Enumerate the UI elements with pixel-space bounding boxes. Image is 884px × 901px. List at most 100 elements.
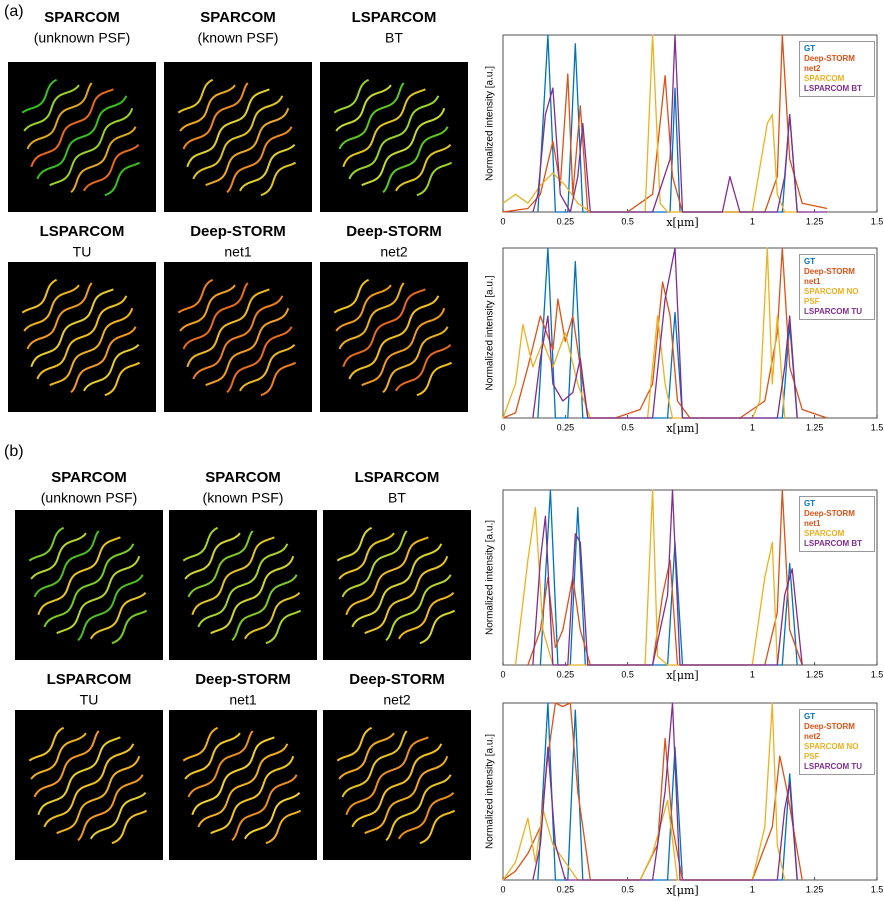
data-line: [502, 702, 786, 881]
filament: [338, 82, 405, 150]
microscopy-image: [320, 262, 468, 412]
image-subtitle: BT: [385, 30, 403, 46]
filament: [244, 591, 301, 640]
microscopy-image: [169, 710, 317, 860]
y-axis-label: Normalized intensity [a.u.]: [485, 520, 496, 635]
x-tick-label: 1.25: [806, 422, 824, 432]
filament: [111, 609, 148, 645]
legend-entry: LSPARCOM TU: [804, 307, 863, 316]
filament: [210, 555, 295, 635]
image-title: SPARCOM: [51, 469, 127, 486]
filament: [23, 84, 80, 132]
legend: GT Deep-STORM net2 SPARCOM NO PSF LSPARCOM …: [799, 709, 875, 775]
filament: [338, 282, 405, 350]
panel-label: (b): [4, 443, 24, 460]
filament: [341, 730, 408, 798]
filament: [395, 343, 452, 392]
filament: [336, 726, 373, 762]
filament: [364, 555, 449, 635]
image-title: Deep-STORM: [349, 671, 445, 688]
x-axis-label: x[μm]: [666, 422, 698, 435]
x-tick-label: 0.5: [621, 884, 634, 894]
y-axis-label: Normalized intensity [a.u.]: [485, 734, 496, 849]
filament: [33, 530, 100, 598]
microscopy-image: [169, 510, 317, 660]
filament: [341, 530, 408, 598]
filament: [187, 530, 254, 598]
filament: [345, 536, 429, 616]
x-tick-label: 1.5: [871, 216, 884, 226]
image-title: SPARCOM: [205, 469, 281, 486]
filament: [385, 774, 452, 842]
x-tick-label: 1.5: [871, 422, 884, 432]
legend-entry: GT: [804, 499, 816, 508]
x-axis-label: x[μm]: [666, 216, 698, 229]
filament: [26, 282, 93, 350]
legend: GT Deep-STORM net1 SPARCOM LSPARCOM BT: [799, 496, 875, 552]
filament: [182, 726, 219, 762]
y-axis-label: Normalized intensity [a.u.]: [485, 66, 496, 181]
filament: [333, 278, 370, 314]
filament: [177, 278, 214, 314]
legend-entry: LSPARCOM BT: [804, 539, 863, 548]
x-tick-label: 1.25: [806, 669, 824, 679]
filament: [184, 732, 241, 780]
microscopy-image: [164, 62, 312, 212]
filament: [260, 361, 297, 397]
data-line: [532, 247, 798, 419]
filament: [43, 743, 135, 828]
filament: [49, 107, 134, 187]
legend-entry: Deep-STORM net1: [804, 509, 855, 528]
legend-entry: GT: [804, 257, 816, 266]
filament: [179, 284, 236, 332]
image-title: Deep-STORM: [195, 671, 291, 688]
filament: [348, 95, 440, 180]
legend-entry: LSPARCOM BT: [804, 84, 863, 93]
filament: [37, 536, 121, 616]
filament: [342, 88, 426, 168]
image-subtitle: (known PSF): [203, 490, 284, 506]
filament: [361, 107, 446, 187]
filament: [186, 288, 270, 368]
filament: [244, 791, 301, 840]
x-tick-label: 1.25: [806, 884, 824, 894]
data-line: [532, 702, 798, 881]
panel-label: (a): [4, 3, 24, 20]
filament: [28, 726, 65, 762]
x-axis-label: x[μm]: [666, 669, 698, 682]
image-title: LSPARCOM: [40, 223, 125, 240]
filament: [197, 543, 289, 628]
filament: [70, 126, 137, 194]
filament: [265, 809, 302, 845]
legend-entry: GT: [804, 712, 816, 721]
filament: [184, 532, 241, 580]
legend: GT Deep-STORM net1 SPARCOM NO PSF LSPARCOM …: [799, 254, 875, 320]
filament: [36, 95, 128, 180]
filament: [30, 532, 87, 580]
image-subtitle: TU: [73, 244, 92, 260]
legend-entry: Deep-STORM net1: [804, 267, 855, 286]
x-tick-label: 1: [750, 216, 755, 226]
filament: [231, 774, 298, 842]
filament: [43, 543, 135, 628]
x-tick-label: 1: [750, 669, 755, 679]
image-title: Deep-STORM: [346, 223, 442, 240]
image-subtitle: (unknown PSF): [41, 490, 137, 506]
x-tick-label: 0.25: [557, 669, 575, 679]
filament: [83, 143, 140, 192]
microscopy-image: [320, 62, 468, 212]
data-line: [502, 34, 828, 213]
filament: [351, 743, 443, 828]
filament: [416, 361, 453, 397]
legend: GT Deep-STORM net2 SPARCOM LSPARCOM BT: [799, 41, 875, 97]
image-subtitle: net2: [383, 692, 410, 708]
filament: [26, 82, 93, 150]
filament: [361, 307, 446, 387]
filament: [49, 307, 134, 387]
filament: [77, 574, 144, 642]
filament: [30, 732, 87, 780]
image-title: Deep-STORM: [190, 223, 286, 240]
filament: [104, 161, 141, 197]
filament: [398, 791, 455, 840]
